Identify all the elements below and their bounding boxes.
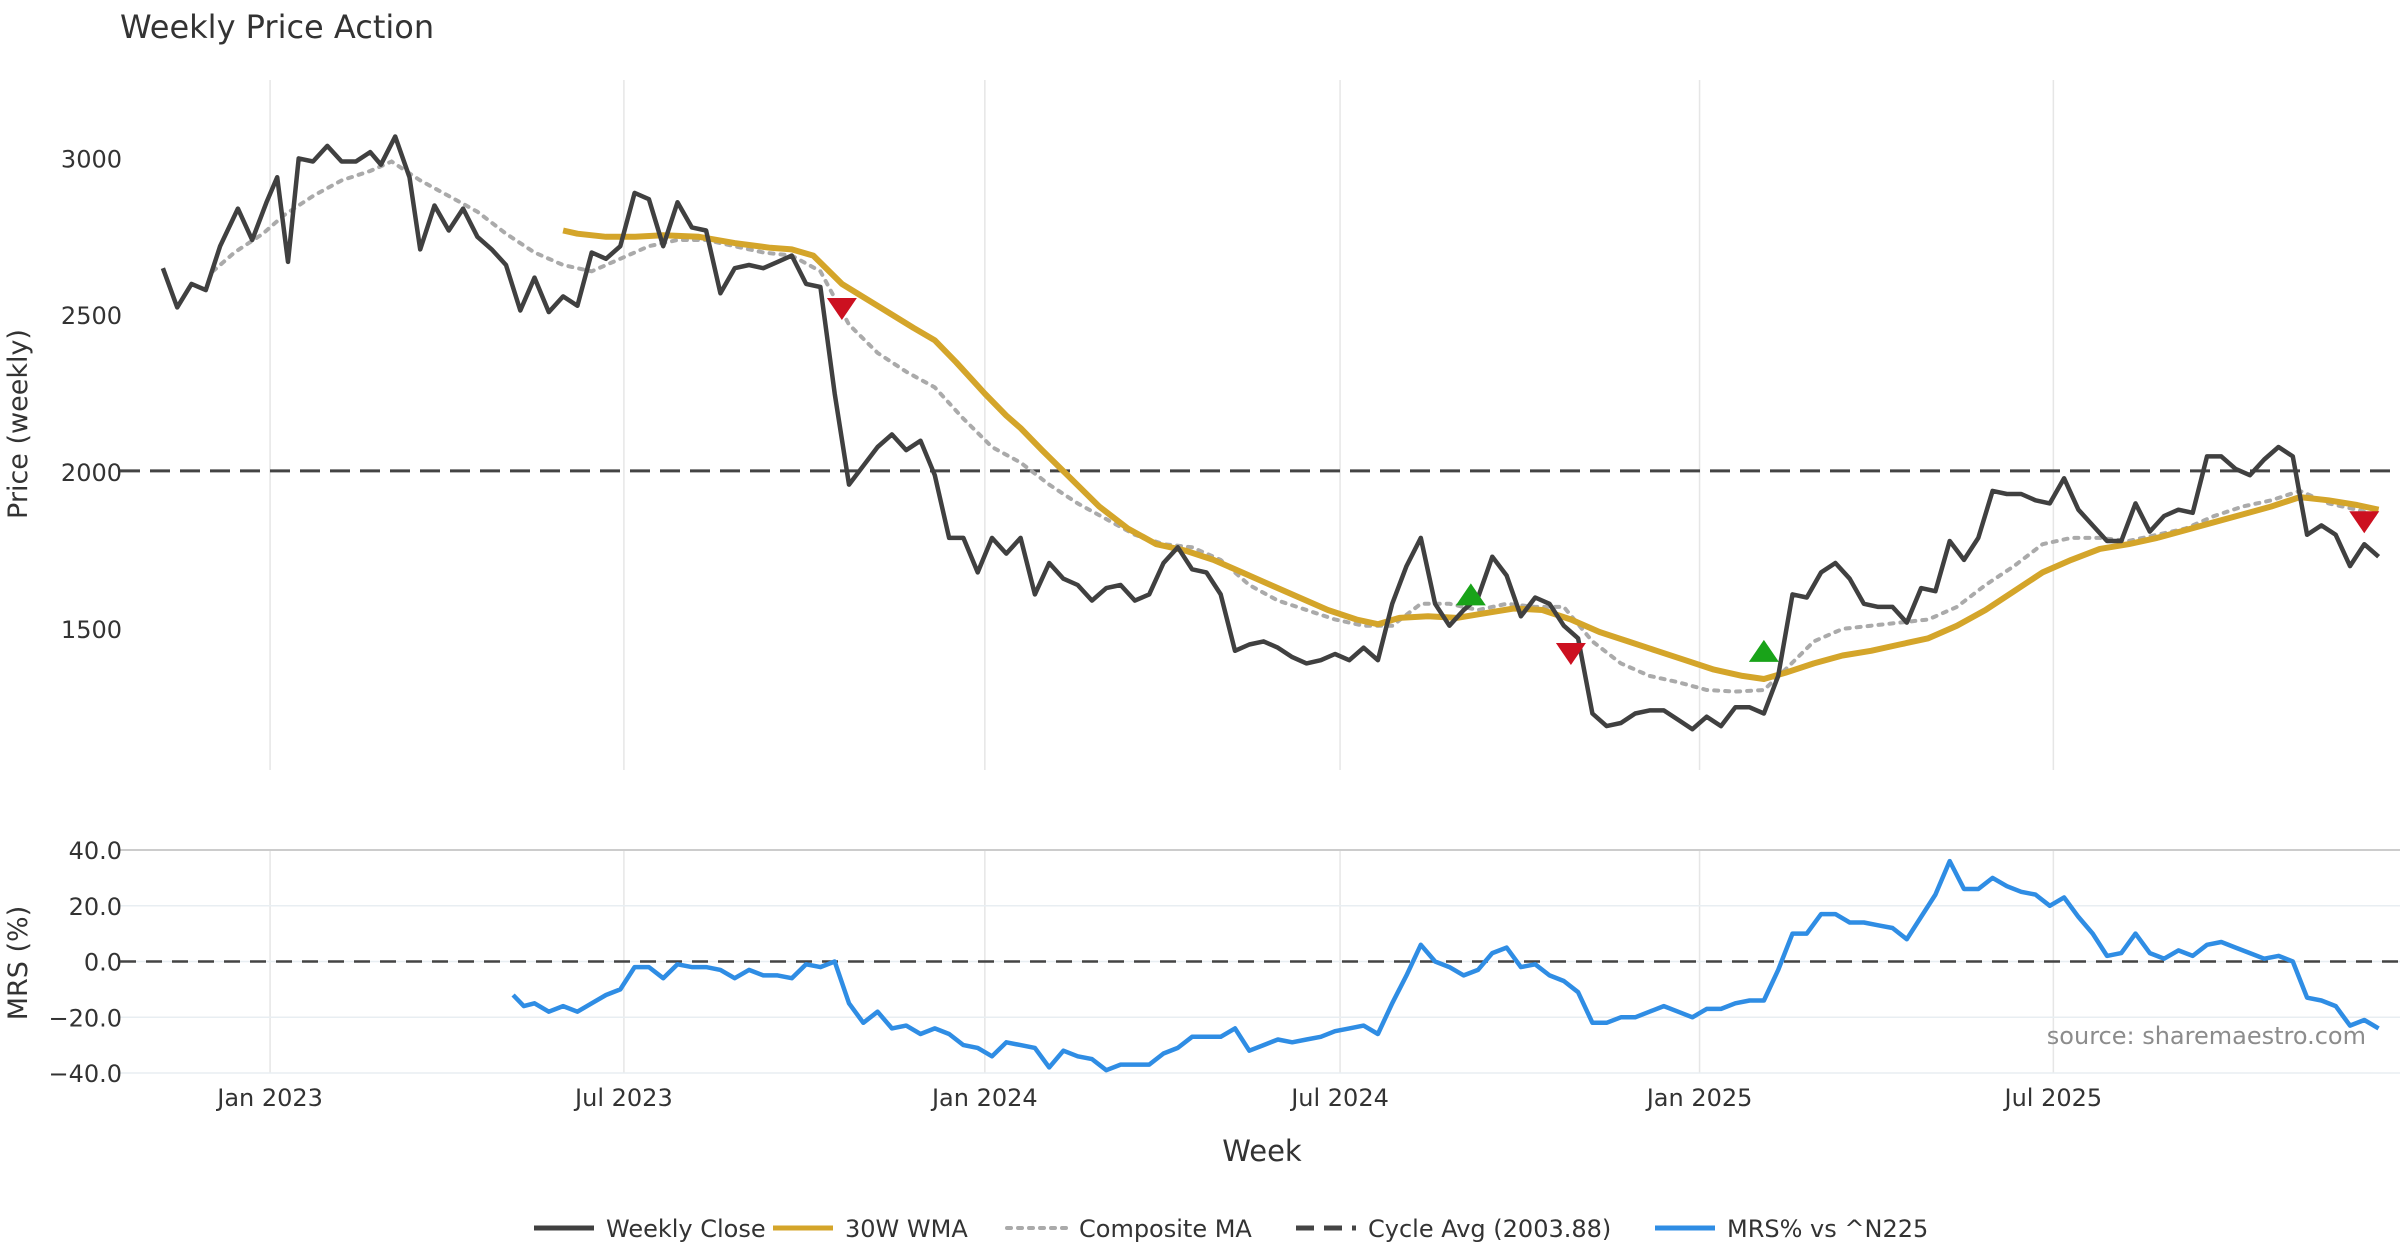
mrs-y-ticks: −40.0 −20.0 0.0 20.0 40.0 bbox=[48, 837, 122, 1088]
price-y-tick: 2000 bbox=[61, 459, 122, 487]
legend: Weekly Close 30W WMA Composite MA Cycle Avg… bbox=[534, 1215, 1928, 1243]
price-y-tick: 2500 bbox=[61, 302, 122, 330]
buy-signal-marker bbox=[1748, 639, 1779, 662]
price-grid bbox=[269, 80, 2055, 770]
mrs-y-tick: 0.0 bbox=[84, 949, 122, 977]
legend-label-cycle: Cycle Avg (2003.88) bbox=[1368, 1215, 1611, 1243]
composite-ma-line bbox=[210, 159, 2381, 694]
x-tick-label: Jul 2023 bbox=[573, 1084, 673, 1112]
legend-label-composite: Composite MA bbox=[1079, 1215, 1252, 1243]
x-tick-label: Jan 2025 bbox=[1645, 1084, 1753, 1112]
sell-signal-marker bbox=[1555, 642, 1586, 665]
x-tick-label: Jan 2023 bbox=[215, 1084, 323, 1112]
weekly-close-line bbox=[160, 134, 2381, 732]
price-y-tick: 1500 bbox=[61, 616, 122, 644]
price-y-label: Price (weekly) bbox=[3, 329, 34, 519]
mrs-lines bbox=[120, 858, 2400, 1073]
legend-label-close: Weekly Close bbox=[606, 1215, 766, 1243]
price-lines bbox=[120, 134, 2400, 732]
x-tick-label: Jul 2025 bbox=[2003, 1084, 2103, 1112]
x-tick-label: Jan 2024 bbox=[930, 1084, 1038, 1112]
mrs-y-label: MRS (%) bbox=[3, 906, 34, 1021]
legend-label-mrs: MRS% vs ^N225 bbox=[1727, 1215, 1928, 1243]
source-note: source: sharemaestro.com bbox=[2047, 1022, 2366, 1050]
mrs-y-tick: 40.0 bbox=[69, 837, 122, 865]
wma-30w-line bbox=[562, 227, 2380, 682]
x-tick-label: Jul 2024 bbox=[1289, 1084, 1389, 1112]
mrs-line bbox=[511, 858, 2380, 1073]
signals bbox=[826, 297, 2380, 665]
price-y-tick: 3000 bbox=[61, 145, 122, 173]
sell-signal-marker bbox=[826, 297, 857, 320]
chart-title: Weekly Price Action bbox=[120, 8, 434, 46]
legend-label-wma: 30W WMA bbox=[845, 1215, 968, 1243]
x-axis-label: Week bbox=[1222, 1134, 1302, 1168]
x-ticks: Jan 2023 Jul 2023 Jan 2024 Jul 2024 Jan 2025… bbox=[215, 1084, 2102, 1112]
buy-signal-marker bbox=[1455, 583, 1486, 606]
mrs-y-tick: 20.0 bbox=[69, 893, 122, 921]
price-y-ticks: 1500 2000 2500 3000 bbox=[61, 145, 122, 643]
mrs-y-tick: −20.0 bbox=[48, 1004, 122, 1032]
mrs-y-tick: −40.0 bbox=[48, 1060, 122, 1088]
sell-signal-marker bbox=[2349, 511, 2380, 534]
